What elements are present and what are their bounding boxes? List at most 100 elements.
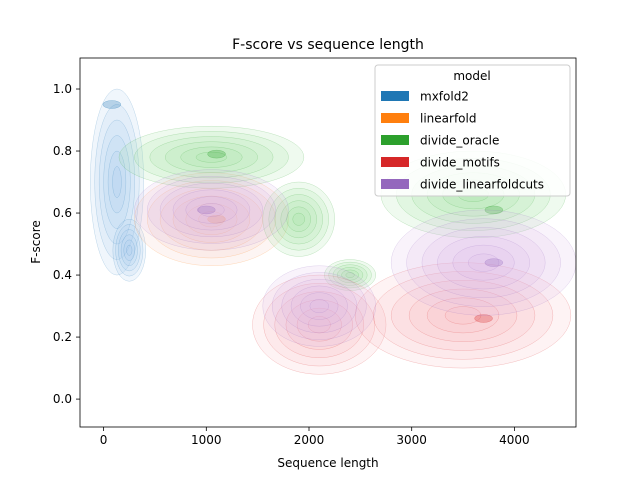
density-contour (309, 299, 329, 314)
density-contour (126, 244, 133, 256)
density-contour (444, 306, 482, 325)
density-contour (332, 264, 368, 286)
density-contour (285, 299, 353, 350)
density-contour (180, 146, 243, 168)
density-contour (328, 261, 372, 289)
x-tick-label: 0 (100, 433, 108, 447)
x-tick-label: 2000 (294, 433, 325, 447)
density-contour (115, 224, 144, 277)
density-contour (421, 227, 546, 299)
density-contour (159, 182, 264, 238)
density-contour (437, 236, 531, 290)
legend-swatch (381, 91, 409, 101)
density-peak (474, 314, 493, 323)
density-contour (262, 265, 377, 347)
density-contour (94, 104, 140, 260)
density-contour (268, 187, 329, 251)
y-tick-label: 1.0 (53, 82, 72, 96)
density-contour (271, 272, 367, 340)
y-axis-label: F-score (29, 220, 43, 263)
y-tick-label: 0.6 (53, 206, 72, 220)
density-contour (252, 274, 387, 375)
density-contour (172, 189, 251, 231)
density-contour (107, 150, 127, 214)
legend-box (374, 64, 571, 197)
density-contour (262, 181, 335, 257)
x-tick-label: 1000 (191, 433, 222, 447)
density-contour (345, 272, 355, 278)
density-contour (274, 194, 323, 245)
x-axis: 0 1000 2000 3000 4000 (100, 427, 530, 447)
density-contour (198, 202, 225, 217)
legend-label: mxfold2 (420, 90, 469, 104)
density-contour (292, 212, 305, 226)
series-mxfold2 (90, 88, 146, 282)
density-contour (195, 151, 228, 163)
legend-title: model (453, 69, 490, 83)
legend: model mxfold2 linearfold divide_oracledivi… (374, 64, 571, 197)
density-contour (452, 244, 515, 281)
density-contour (120, 234, 138, 267)
density-contour (341, 269, 359, 281)
density-contour (390, 209, 576, 316)
density-contour (281, 278, 358, 334)
density-contour (134, 131, 289, 184)
legend-label: linearfold (420, 112, 476, 126)
series-divide_motifs (252, 262, 572, 375)
density-contour (123, 239, 136, 261)
density-contour (406, 218, 561, 307)
density-peak (207, 149, 226, 159)
density-contour (263, 283, 376, 367)
legend-swatch (381, 179, 409, 189)
density-contour (172, 195, 251, 243)
density-contour (390, 279, 536, 351)
density-contour (185, 203, 238, 235)
y-axis: 0.0 0.2 0.4 0.6 0.8 1.0 (53, 82, 80, 406)
density-contour (198, 211, 225, 228)
series-divide_linearfoldcuts (134, 169, 576, 347)
legend-swatch (381, 113, 409, 123)
density-contour (274, 291, 365, 358)
density-contour (112, 166, 122, 198)
density-contour (118, 125, 305, 189)
density-contour (112, 218, 146, 282)
density-contour (149, 136, 274, 179)
density-contour (185, 196, 238, 224)
density-contour (147, 176, 276, 244)
density-contour (296, 307, 342, 342)
density-contour (372, 271, 554, 360)
density-contour (90, 88, 144, 276)
density-contour (159, 187, 264, 251)
density-contour (300, 292, 339, 320)
density-contour (134, 172, 289, 267)
y-tick-label: 0.8 (53, 144, 72, 158)
density-contour (103, 135, 131, 229)
density-contour (286, 206, 311, 232)
density-contour (324, 259, 377, 291)
x-axis-label: Sequence length (277, 456, 378, 470)
density-contour (336, 267, 364, 284)
density-peak (197, 205, 216, 215)
density-contour (354, 262, 572, 369)
density-peak (102, 100, 122, 109)
series-linearfold (134, 172, 289, 267)
density-contour (426, 297, 500, 334)
density-contour (164, 141, 258, 173)
x-tick-label: 4000 (499, 433, 530, 447)
x-tick-label: 3000 (396, 433, 427, 447)
density-contour (147, 180, 276, 259)
density-peak (484, 205, 504, 215)
density-contour (408, 288, 518, 342)
y-tick-label: 0.4 (53, 268, 72, 282)
density-peak (207, 214, 226, 224)
density-contour (290, 285, 348, 327)
density-contour (98, 119, 136, 245)
chart-title: F-score vs sequence length (232, 37, 424, 53)
density-contour (467, 253, 500, 272)
y-tick-label: 0.2 (53, 330, 72, 344)
legend-label: divide_oracle (420, 134, 499, 148)
legend-swatch (381, 157, 409, 167)
legend-label: divide_motifs (420, 156, 500, 170)
axes-frame (79, 57, 577, 428)
